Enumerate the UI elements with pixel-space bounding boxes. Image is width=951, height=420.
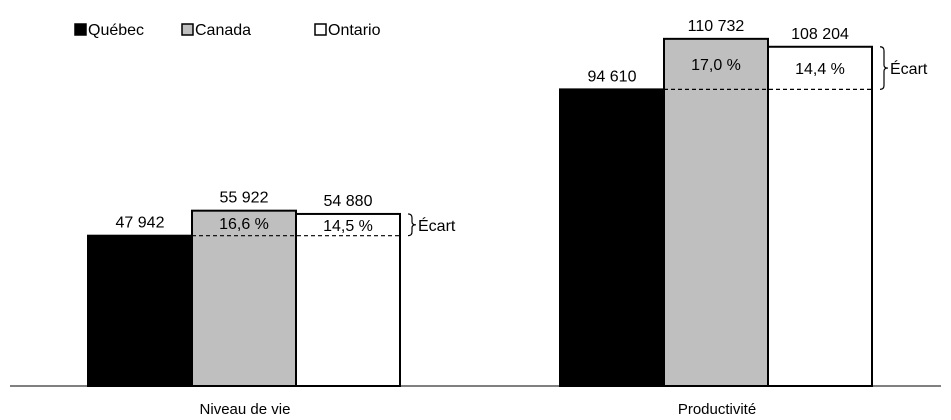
data-label-québec-0: 47 942 [116,215,165,232]
category-label-0: Niveau de vie [200,401,291,418]
bar-canada-1 [663,37,769,388]
legend-swatch-canada [181,23,194,36]
legend-swatch-québec [74,23,87,36]
gap-ontario-1: 14,4 % [795,61,845,78]
bar-ontario-0 [295,212,401,387]
data-label-canada-0: 55 922 [220,190,269,207]
gap-label-1: Écart [890,59,928,78]
bar-canada-0 [191,209,297,387]
gap-brace-0 [407,213,417,237]
bar-québec-0 [87,234,193,387]
gap-canada-1: 17,0 % [691,57,741,74]
gap-brace-1 [879,46,889,90]
bar-québec-1 [559,88,665,388]
data-label-ontario-1: 108 204 [791,26,849,43]
legend-swatch-ontario [314,23,327,36]
legend-label-québec: Québec [88,22,144,39]
gap-label-0: Écart [418,216,456,235]
bar-ontario-1 [767,45,873,387]
gap-ontario-0: 14,5 % [323,218,373,235]
data-label-canada-1: 110 732 [688,18,745,35]
category-label-1: Productivité [678,401,756,418]
gap-canada-0: 16,6 % [219,216,269,233]
legend-label-ontario: Ontario [328,22,381,39]
data-label-québec-1: 94 610 [588,68,637,85]
data-label-ontario-0: 54 880 [324,193,373,210]
legend-label-canada: Canada [195,22,251,39]
